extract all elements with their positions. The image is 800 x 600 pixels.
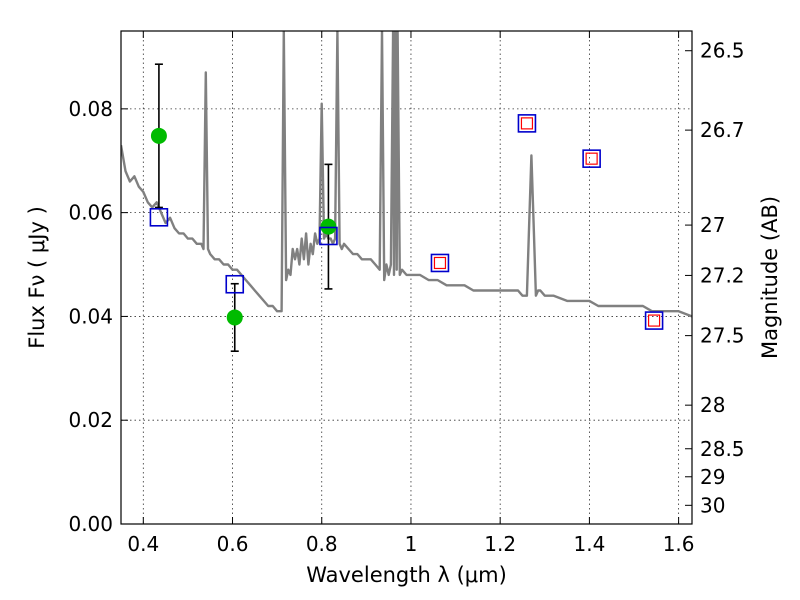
model-photometry-square <box>149 208 169 227</box>
model-photometry-square <box>225 274 245 294</box>
observed-flux-point <box>226 309 243 326</box>
synthetic-photometry-square <box>585 152 598 165</box>
mag-tick-label: 26.7 <box>700 118 745 142</box>
mag-tick-label: 27 <box>700 213 725 237</box>
y-tick-label: 0.00 <box>68 512 113 536</box>
x-tick-label: 0.8 <box>306 532 338 556</box>
mag-tick-label: 26.5 <box>700 39 745 63</box>
y-axis-label: Flux Fν ( μJy ) <box>25 206 49 349</box>
model-photometry-square <box>644 311 664 330</box>
y-tick-label: 0.04 <box>68 304 113 328</box>
x-tick-label: 0.6 <box>217 532 249 556</box>
synthetic-photometry-square <box>647 314 661 327</box>
mag-tick-label: 28 <box>700 393 725 417</box>
mag-tick-label: 27.2 <box>700 263 745 287</box>
model-photometry-square <box>319 226 338 246</box>
x-tick-label: 1.2 <box>484 532 516 556</box>
mag-tick-label: 27.5 <box>700 324 745 348</box>
marker-layer <box>149 63 664 352</box>
y2-axis-label: Magnitude (AB) <box>758 196 782 359</box>
x-tick-label: 1 <box>405 532 418 556</box>
plot-area <box>121 31 692 318</box>
x-axis-label: Wavelength λ (μm) <box>306 563 507 587</box>
model-photometry-square <box>430 253 450 273</box>
mag-tick-label: 29 <box>700 465 725 489</box>
mag-tick-label: 28.5 <box>700 437 745 461</box>
observed-flux-point <box>150 127 167 144</box>
model-photometry-square <box>517 114 537 133</box>
axes: 0.4 0.6 0.8 1 1.2 1.4 1.6 0.00 0.02 0.04 0.06 0.08 2… <box>68 31 745 556</box>
y-tick-label: 0.06 <box>68 201 113 225</box>
grid-lines <box>121 31 692 525</box>
mag-tick-label: 30 <box>700 493 725 517</box>
observed-flux-point <box>320 218 337 235</box>
model-photometry-square <box>582 149 601 168</box>
y-tick-label: 0.02 <box>68 408 113 432</box>
synthetic-photometry-square <box>520 117 534 130</box>
model-sed-line <box>121 31 692 318</box>
plot-frame <box>120 30 693 525</box>
synthetic-photometry-square <box>433 256 447 270</box>
x-tick-label: 1.6 <box>663 532 695 556</box>
y-tick-label: 0.08 <box>68 97 113 121</box>
x-tick-label: 1.4 <box>573 532 605 556</box>
x-tick-label: 0.4 <box>127 532 159 556</box>
